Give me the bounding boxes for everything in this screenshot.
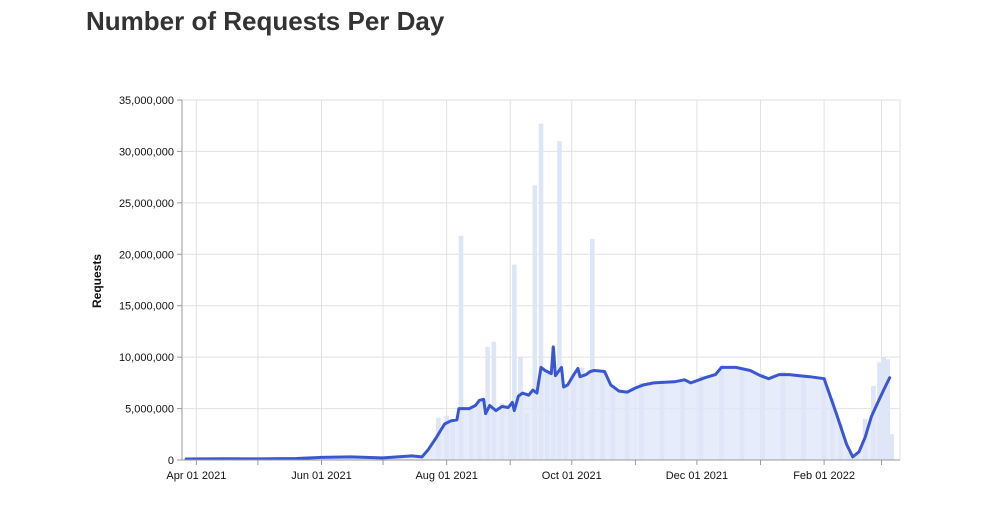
y-tick-label: 15,000,000 <box>119 301 174 313</box>
line-series <box>184 345 892 461</box>
bar <box>532 185 538 460</box>
y-tick-label: 10,000,000 <box>119 352 174 364</box>
y-tick-label: 35,000,000 <box>119 95 174 107</box>
x-tick-label: Apr 01 2021 <box>166 470 226 482</box>
x-tick-label: Feb 01 2022 <box>793 470 855 482</box>
x-tick-label: Aug 01 2021 <box>415 470 477 482</box>
y-tick-label: 20,000,000 <box>119 249 174 261</box>
bar <box>512 264 517 460</box>
x-tick-label: Oct 01 2021 <box>542 470 602 482</box>
requests-line <box>184 345 892 461</box>
y-tick-label: 25,000,000 <box>119 198 174 210</box>
tick-labels: 0 5,000,000 10,000,000 15,000,000 20,000,000… <box>119 95 855 482</box>
bar <box>889 434 895 460</box>
y-tick-label: 5,000,000 <box>125 404 174 416</box>
line-area-fill <box>186 346 890 460</box>
bar <box>538 123 544 461</box>
x-tick-label: Dec 01 2021 <box>666 470 728 482</box>
page-title: Number of Requests Per Day <box>86 6 445 36</box>
y-axis-title: Requests <box>90 254 104 308</box>
bar <box>485 346 490 460</box>
bar <box>491 341 497 460</box>
y-tick-label: 30,000,000 <box>119 146 174 158</box>
x-tick-label: Jun 01 2021 <box>291 470 352 482</box>
bar <box>557 141 562 460</box>
bar <box>589 238 595 460</box>
bar <box>458 235 464 460</box>
y-tick-label: 0 <box>168 455 174 467</box>
axes <box>177 99 900 465</box>
